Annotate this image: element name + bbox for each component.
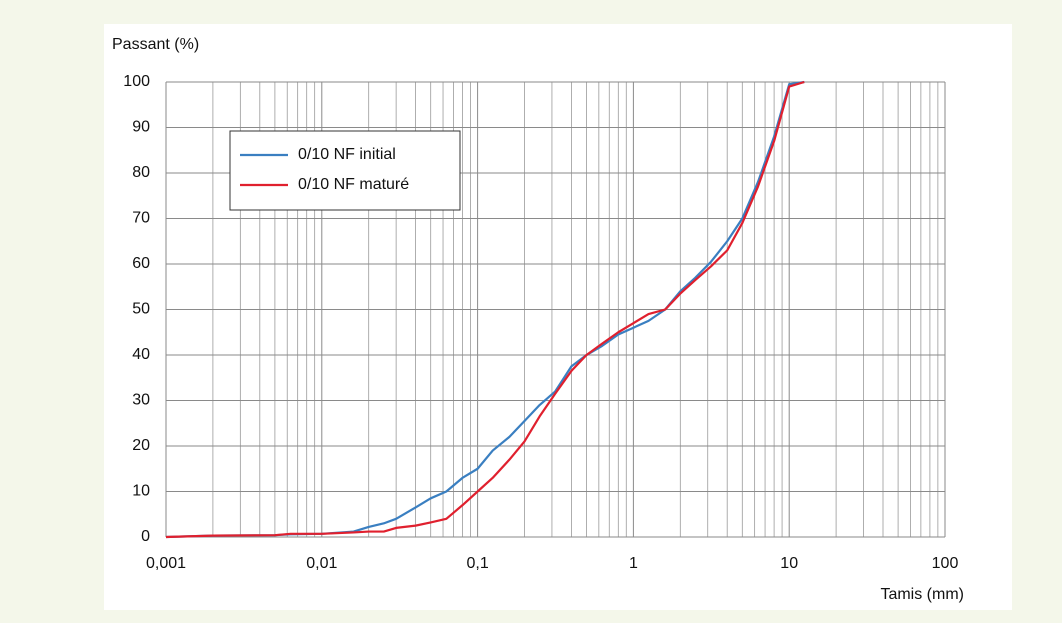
data-line bbox=[165, 80, 805, 539]
data-line bbox=[165, 80, 805, 539]
lines bbox=[165, 80, 805, 539]
y-tick-label: 10 bbox=[132, 483, 150, 500]
legend: 0/10 NF initial 0/10 NF maturé bbox=[229, 130, 461, 211]
y-tick-label: 60 bbox=[132, 255, 150, 272]
y-tick-label: 90 bbox=[132, 119, 150, 136]
legend-box bbox=[229, 130, 461, 211]
y-tick-label: 40 bbox=[132, 346, 150, 363]
y-tick-label: 20 bbox=[132, 437, 150, 454]
x-tick-label: 0,1 bbox=[466, 555, 488, 572]
y-axis-label: Passant (%) bbox=[112, 36, 199, 53]
x-tick-label: 0,01 bbox=[306, 555, 337, 572]
x-tick-label: 1 bbox=[629, 555, 638, 572]
x-tick-label: 0,001 bbox=[146, 555, 186, 572]
chart-panel bbox=[104, 24, 1012, 610]
x-tick-label: 10 bbox=[780, 555, 798, 572]
y-tick-label: 0 bbox=[141, 528, 150, 545]
legend-label: 0/10 NF maturé bbox=[298, 176, 409, 193]
y-tick-label: 70 bbox=[132, 210, 150, 227]
x-tick-label: 100 bbox=[932, 555, 959, 572]
y-tick-label: 80 bbox=[132, 164, 150, 181]
y-tick-label: 30 bbox=[132, 392, 150, 409]
y-tick-label: 50 bbox=[132, 301, 150, 318]
x-axis-label: Tamis (mm) bbox=[880, 586, 964, 603]
legend-label: 0/10 NF initial bbox=[298, 146, 396, 163]
y-tick-label: 100 bbox=[123, 73, 150, 90]
